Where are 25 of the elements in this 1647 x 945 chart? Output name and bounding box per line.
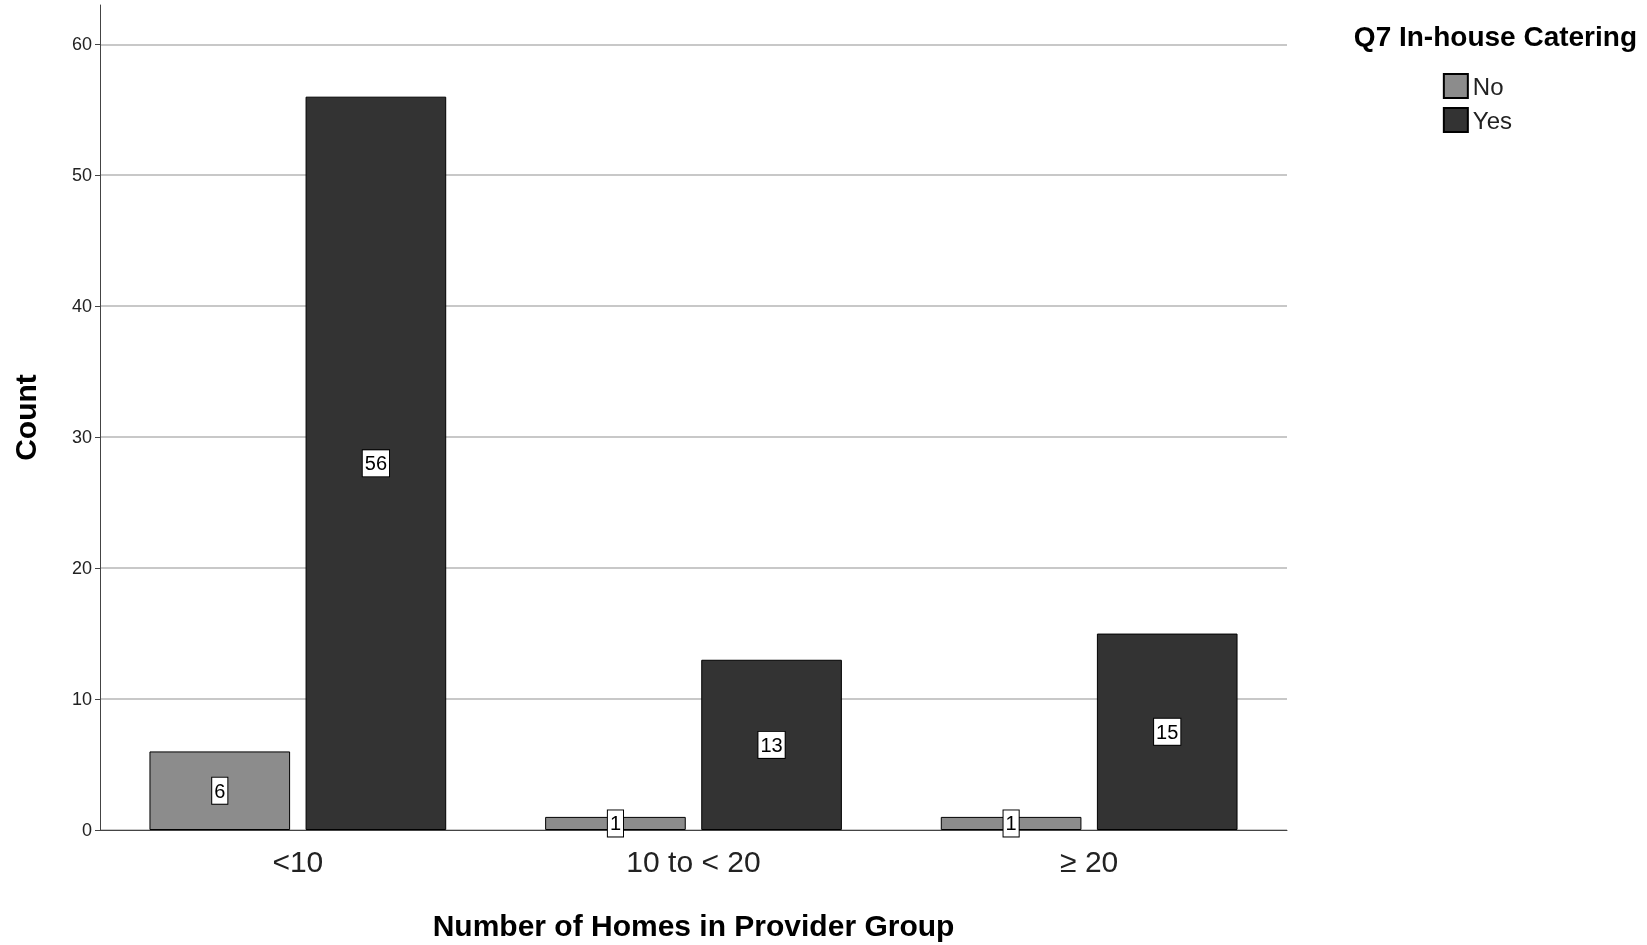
x-tick-label: ≥ 20 bbox=[1060, 844, 1119, 878]
x-axis-title: Number of Homes in Provider Group bbox=[432, 908, 955, 942]
y-tick-label: 0 bbox=[81, 820, 92, 840]
y-axis-title: Count bbox=[8, 374, 42, 461]
data-label: 15 bbox=[1156, 720, 1179, 743]
legend-label: Yes bbox=[1472, 106, 1512, 134]
bar bbox=[1096, 633, 1238, 830]
y-tick-label: 20 bbox=[71, 558, 92, 579]
data-label: 1 bbox=[609, 812, 622, 835]
y-tick-label: 50 bbox=[71, 165, 92, 186]
y-tick-label: 30 bbox=[71, 427, 92, 448]
y-tick-label: 10 bbox=[71, 689, 92, 710]
legend-label: No bbox=[1472, 72, 1504, 100]
data-label: 1 bbox=[1005, 812, 1017, 835]
x-tick-label: 10 to < 20 bbox=[626, 844, 761, 878]
data-label: 6 bbox=[214, 779, 226, 802]
data-label: 13 bbox=[760, 733, 783, 756]
y-tick-label: 40 bbox=[71, 296, 92, 317]
x-tick-label: <10 bbox=[272, 844, 324, 878]
bar bbox=[701, 659, 842, 830]
y-tick-label: 60 bbox=[71, 34, 92, 55]
bar bbox=[149, 751, 291, 830]
legend-title: Q7 In-house Catering bbox=[1353, 20, 1638, 52]
bar bbox=[305, 96, 447, 830]
data-label: 56 bbox=[364, 452, 388, 475]
